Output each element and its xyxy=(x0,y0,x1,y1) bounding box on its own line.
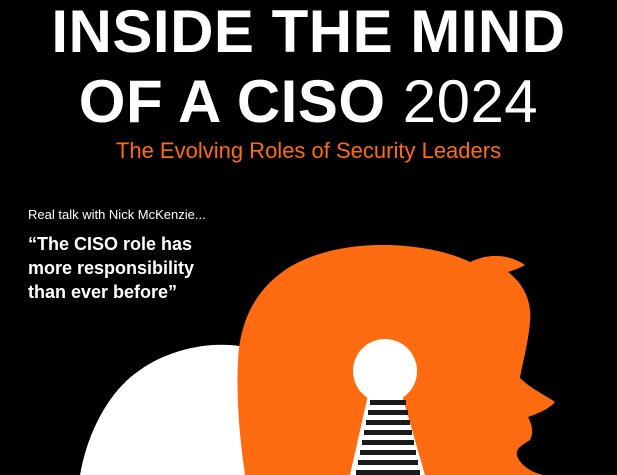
quote-line-3: than ever before” xyxy=(28,282,178,302)
quote-line-2: more responsibility xyxy=(28,258,195,278)
title-line-1: INSIDE THE MIND xyxy=(51,0,566,65)
title-line-2-text: OF A CISO xyxy=(78,68,386,135)
title-year: 2024 xyxy=(402,68,539,135)
title-line-2: OF A CISO 2024 xyxy=(0,72,617,132)
quote-line-1: “The CISO role has xyxy=(28,234,193,254)
intro-text: Real talk with Nick McKenzie... xyxy=(28,207,206,222)
staircase-icon xyxy=(356,400,420,475)
subtitle: The Evolving Roles of Security Leaders xyxy=(115,138,502,163)
quote: “The CISO role has more responsibility t… xyxy=(28,232,258,304)
